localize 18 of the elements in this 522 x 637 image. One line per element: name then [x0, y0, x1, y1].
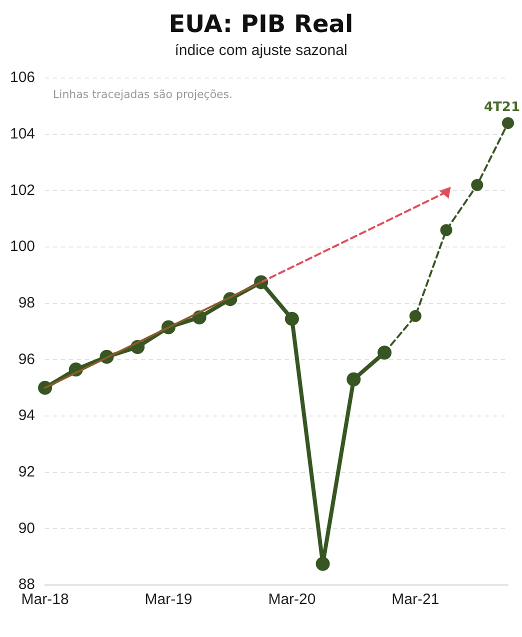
y-tick-label: 96 [18, 350, 36, 368]
y-tick-label: 104 [10, 125, 36, 142]
y-tick-label: 102 [10, 182, 36, 199]
y-tick-label: 88 [18, 576, 36, 594]
y-tick-label: 94 [18, 407, 36, 424]
chart-subtitle: índice com ajuste sazonal [174, 42, 348, 59]
x-tick-label: Mar-20 [268, 591, 316, 608]
y-tick-label: 106 [10, 69, 36, 86]
y-tick-label: 100 [10, 238, 36, 256]
annotation: 4T21 [484, 100, 520, 116]
annotation: Linhas tracejadas são projeções. [53, 88, 233, 101]
x-tick-label: Mar-19 [144, 591, 192, 608]
chart-title: EUA: PIB Real [168, 10, 354, 38]
y-tick-label: 92 [18, 463, 36, 480]
y-tick-label: 90 [18, 520, 36, 537]
y-tick-label: 98 [18, 294, 36, 312]
x-tick-label: Mar-18 [21, 591, 69, 608]
x-tick-label: Mar-21 [392, 591, 440, 608]
